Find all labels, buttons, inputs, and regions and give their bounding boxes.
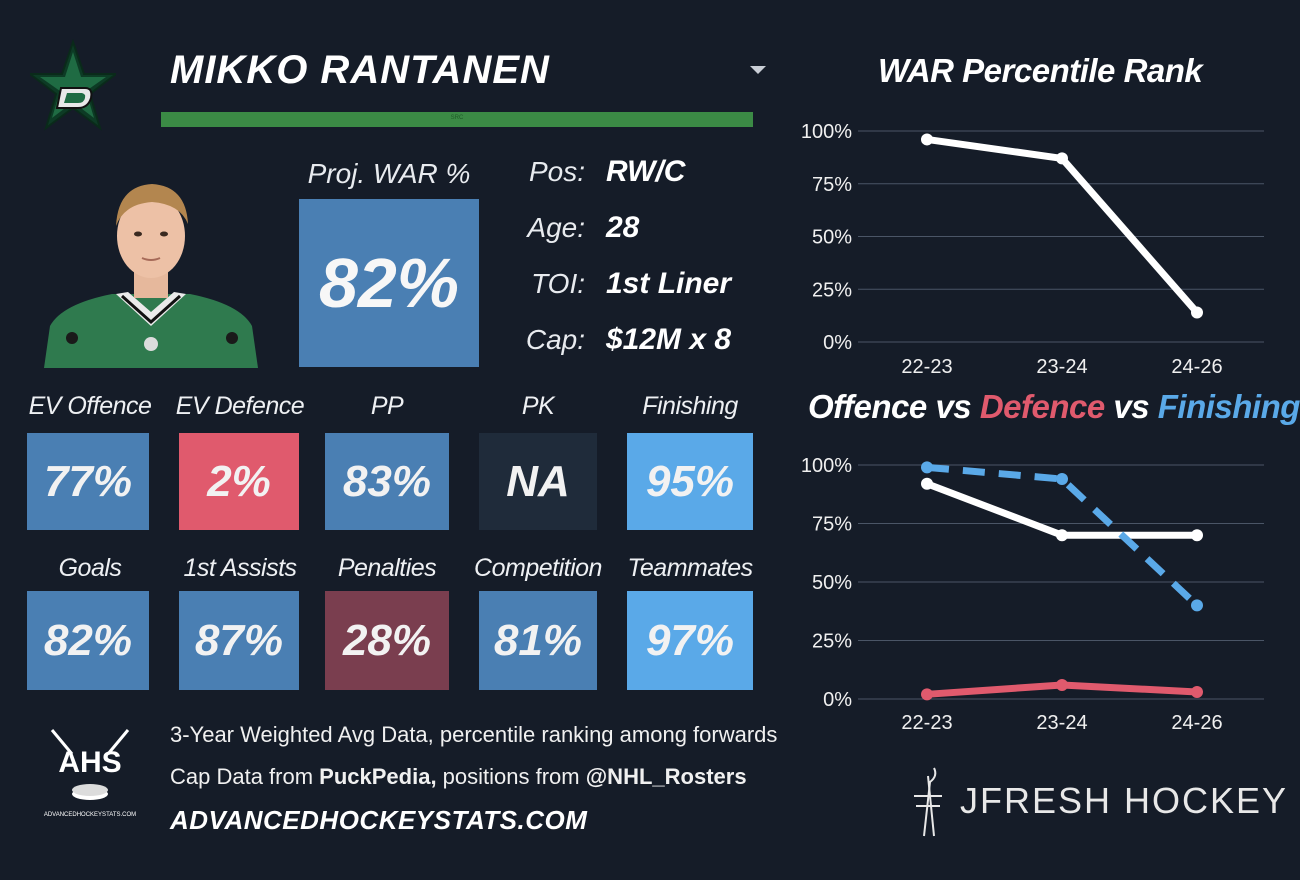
odf-chart-y-tick-label: 0% <box>823 689 852 711</box>
tile-label-teammates: Teammates <box>627 554 753 582</box>
footer-positions-text: positions from <box>436 764 586 789</box>
odf-chart-y-tick-label: 25% <box>812 631 852 653</box>
tile-label-pp: PP <box>370 392 404 420</box>
chart-war-title: WAR Percentile Rank <box>878 52 1203 89</box>
odf-chart-point-defence <box>921 688 933 701</box>
odf-chart-x-tick-label: 24-26 <box>1171 712 1222 734</box>
tile-label-goals: Goals <box>58 554 122 582</box>
war-chart-x-tick-label: 24-26 <box>1171 356 1222 378</box>
ahs-logo-subtext: ADVANCEDHOCKEYSTATS.COM <box>44 812 136 818</box>
tile-label-competition: Competition <box>474 554 602 582</box>
tile-value-goals: 82% <box>27 591 149 690</box>
odf-chart-x-tick-label: 23-24 <box>1036 712 1087 734</box>
war-chart-y-tick-label: 50% <box>812 227 852 249</box>
odf-chart-point-offence <box>1191 529 1203 542</box>
odf-chart-point-offence <box>1056 529 1068 542</box>
footer-website-link[interactable]: ADVANCEDHOCKEYSTATS.COM <box>170 805 588 835</box>
tile-label-pk: PK <box>521 392 555 420</box>
title-defence: Defence <box>979 388 1105 425</box>
tile-value-finishing: 95% <box>627 433 753 530</box>
ahs-logo-icon: AHS ADVANCEDHOCKEYSTATS.COM <box>44 729 136 818</box>
player-dropdown-chevron-down-icon[interactable] <box>750 66 766 74</box>
footer-cap-prefix: Cap Data from <box>170 764 320 789</box>
player-name: MIKKO RANTANEN <box>170 48 550 92</box>
tile-value-teammates: 97% <box>627 591 753 690</box>
war-chart-x-tick-label: 22-23 <box>901 356 952 378</box>
odf-chart-line-offence <box>925 480 1197 539</box>
tile-label-penalties: Penalties <box>337 554 437 582</box>
war-chart-point-series <box>1056 152 1068 165</box>
footer-note-data: 3-Year Weighted Avg Data, percentile ran… <box>170 722 778 747</box>
tile-label-finishing: Finishing <box>642 392 738 420</box>
odf-chart-point-finishing <box>921 461 933 474</box>
odf-chart-x-tick-label: 22-23 <box>901 712 952 734</box>
footer-puckpedia-link[interactable]: PuckPedia, <box>319 764 437 789</box>
war-chart-point-series <box>921 133 933 146</box>
proj-war-label: Proj. WAR % <box>307 158 471 189</box>
tile-value-ev-offence: 77% <box>27 433 149 530</box>
odf-chart-point-defence <box>1191 685 1203 698</box>
odf-chart-point-finishing <box>1056 473 1068 486</box>
footer-note-sources: Cap Data from PuckPedia, positions from … <box>170 764 747 790</box>
cap-value: $12M x 8 <box>606 323 732 356</box>
title-vs-1: vs <box>926 388 980 425</box>
cap-label: Cap: <box>525 324 585 355</box>
tile-value-pp: 83% <box>325 433 449 530</box>
title-finishing: Finishing <box>1157 388 1300 425</box>
war-chart-y-tick-label: 25% <box>812 279 852 301</box>
title-offence: Offence <box>808 388 927 425</box>
toi-label: TOI: <box>531 268 585 299</box>
tile-value-ev-defence: 2% <box>179 433 299 530</box>
proj-war-value: 82% <box>299 199 479 367</box>
pos-value: RW/C <box>606 155 686 188</box>
player-headshot <box>44 184 258 368</box>
age-value: 28 <box>606 211 640 244</box>
tile-label-ev-defence: EV Defence <box>175 392 305 420</box>
war-chart-y-tick-label: 75% <box>812 174 852 196</box>
tile-value-pk: NA <box>479 433 597 530</box>
odf-chart-point-finishing <box>1191 599 1203 612</box>
odf-chart-y-tick-label: 50% <box>812 572 852 594</box>
brand-name: JFRESH HOCKEY <box>960 780 1289 821</box>
chart-off-def-title: Offence vs Defence vs Finishing <box>808 388 1300 426</box>
odf-chart-y-tick-label: 75% <box>812 514 852 536</box>
odf-chart-line-finishing <box>926 463 1200 608</box>
name-bar-caption: SRC <box>450 115 464 121</box>
ahs-logo-text: AHS <box>58 746 121 779</box>
war-chart-point-series <box>1191 306 1203 319</box>
tile-value-penalties: 28% <box>325 591 449 690</box>
war-chart-y-tick-label: 100% <box>801 121 852 143</box>
team-logo-star-icon <box>30 38 116 131</box>
age-label: Age: <box>527 212 585 243</box>
war-chart-x-tick-label: 23-24 <box>1036 356 1087 378</box>
jfresh-logo-icon <box>914 767 942 837</box>
odf-chart-point-defence <box>1056 678 1068 691</box>
tile-label-1st-assists: 1st Assists <box>183 554 297 582</box>
war-chart-y-tick-label: 0% <box>823 332 852 354</box>
odf-chart-point-offence <box>921 477 933 490</box>
tile-value-1st-assists: 87% <box>179 591 299 690</box>
pos-label: Pos: <box>528 156 585 187</box>
tile-value-competition: 81% <box>479 591 597 690</box>
name-underline-bar: SRC <box>161 112 753 127</box>
footer-nhl-rosters-link[interactable]: @NHL_Rosters <box>585 764 747 789</box>
odf-chart-y-tick-label: 100% <box>801 455 852 477</box>
tile-label-ev-offence: EV Offence <box>28 392 152 420</box>
toi-value: 1st Liner <box>606 267 732 300</box>
title-vs-2: vs <box>1104 388 1158 425</box>
